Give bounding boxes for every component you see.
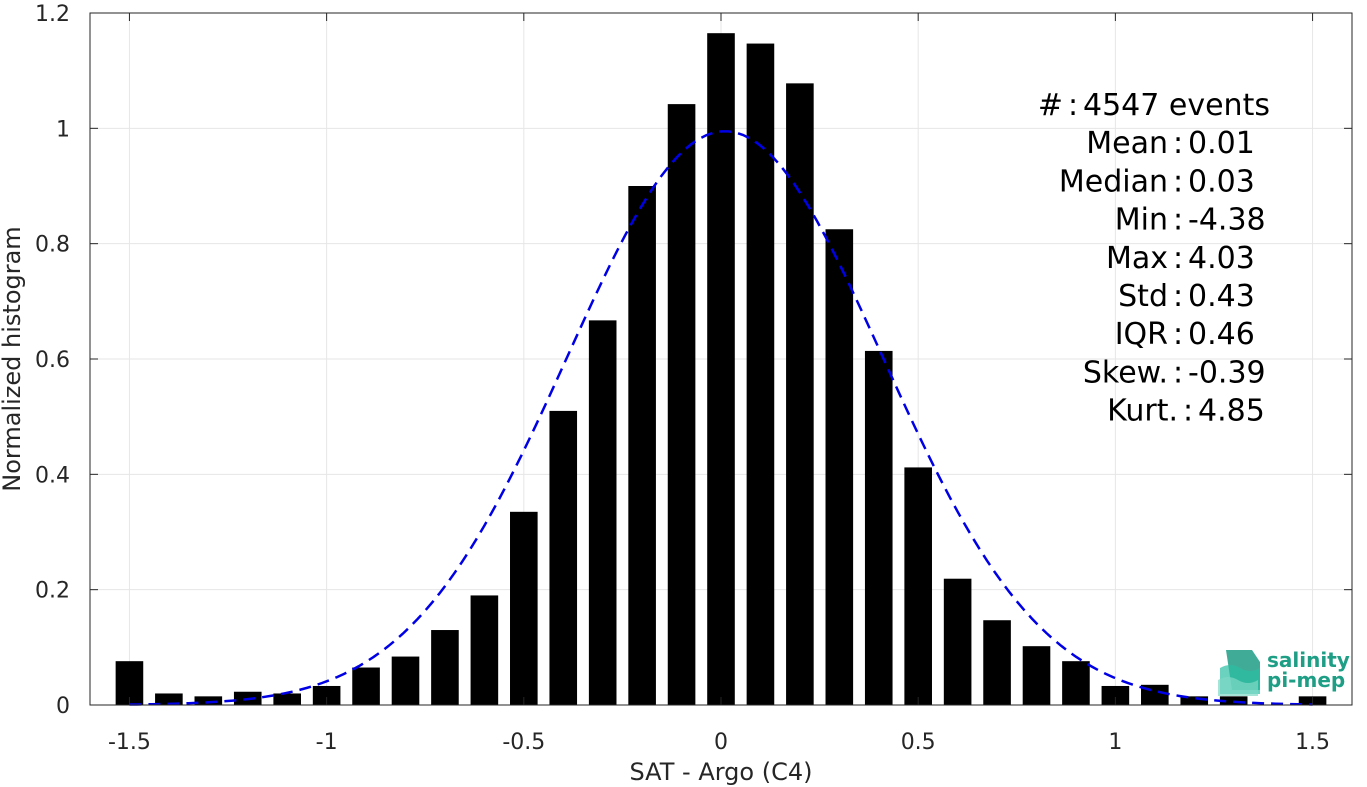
stat-label: Median [1059, 164, 1168, 199]
x-tick-label: 1 [1108, 730, 1122, 755]
waves-icon [1218, 650, 1260, 696]
stat-label: Mean [1086, 126, 1168, 161]
stat-value: 4547 events [1083, 88, 1270, 123]
y-tick-label: 0.4 [35, 463, 70, 488]
histogram-bar [155, 693, 183, 705]
x-tick-label: -1 [316, 730, 338, 755]
stat-value: 4.03 [1188, 241, 1255, 276]
x-tick-label: -0.5 [502, 730, 545, 755]
x-tick-labels: -1.5 -1 -0.5 0 0.5 1 1.5 [108, 730, 1330, 755]
stat-label: # [1038, 88, 1063, 123]
salinity-pi-mep-logo: salinity pi-mep [1218, 648, 1350, 696]
histogram-bar [352, 667, 380, 705]
stat-value: 0.03 [1188, 164, 1255, 199]
stat-colon: : [1173, 203, 1183, 238]
histogram-bar [983, 620, 1011, 705]
stat-label: Max [1106, 241, 1168, 276]
histogram-bars [115, 33, 1327, 705]
stat-colon: : [1173, 241, 1183, 276]
histogram-bar [1101, 685, 1130, 705]
histogram-bar [864, 350, 893, 705]
logo-line2: pi-mep [1267, 668, 1345, 692]
histogram-bar [549, 410, 578, 705]
histogram-bar [510, 511, 538, 705]
stat-value: -0.39 [1188, 355, 1266, 390]
stat-label: Kurt. [1107, 394, 1178, 429]
histogram-bar [786, 83, 814, 705]
histogram-bar [312, 685, 341, 705]
stat-value: 0.01 [1188, 126, 1255, 161]
x-tick-label: 1.5 [1295, 730, 1330, 755]
y-tick-label: 0.8 [35, 233, 70, 258]
histogram-bar [194, 696, 223, 705]
axis-ticks [90, 12, 1352, 706]
histogram-bar [588, 320, 617, 705]
x-axis-label: SAT - Argo (C4) [630, 758, 813, 786]
histogram-bar [904, 467, 932, 705]
histogram-bar [1022, 646, 1051, 705]
y-tick-label: 1 [56, 117, 70, 142]
histogram-bar [746, 43, 775, 705]
histogram-bar [707, 33, 735, 705]
stat-value: -4.38 [1188, 203, 1266, 238]
histogram-bar [273, 693, 301, 705]
histogram-bar [667, 104, 696, 705]
histogram-bar [391, 656, 420, 705]
histogram-bar [470, 595, 499, 705]
histogram-bar [1180, 696, 1209, 705]
x-tick-label: -1.5 [108, 730, 151, 755]
stat-label: IQR [1115, 317, 1168, 352]
stat-colon: : [1173, 317, 1183, 352]
stat-value: 4.85 [1198, 394, 1265, 429]
histogram-bar [943, 578, 972, 705]
logo-line1: salinity [1267, 648, 1350, 672]
stat-label: Min [1115, 203, 1168, 238]
stat-value: 0.46 [1188, 317, 1255, 352]
y-tick-label: 0.6 [35, 348, 70, 373]
stat-colon: : [1068, 88, 1078, 123]
histogram-bar [431, 630, 459, 705]
stat-colon: : [1173, 164, 1183, 199]
stat-value: 0.43 [1188, 279, 1255, 314]
x-tick-label: 0.5 [901, 730, 936, 755]
gaussian-fit-curve [129, 130, 1313, 706]
stat-label: Std [1118, 279, 1168, 314]
x-tick-label: 0 [714, 730, 728, 755]
histogram-bar [825, 229, 854, 705]
stat-colon: : [1173, 279, 1183, 314]
stat-colon: : [1173, 126, 1183, 161]
stat-colon: : [1183, 394, 1193, 429]
y-tick-label: 0 [56, 694, 70, 719]
histogram-bar [628, 186, 656, 705]
y-tick-labels: 0 0.2 0.4 0.6 0.8 1 1.2 [35, 2, 70, 719]
y-tick-label: 0.2 [35, 579, 70, 604]
stat-colon: : [1173, 355, 1183, 390]
y-tick-label: 1.2 [35, 2, 70, 27]
stat-label: Skew. [1083, 355, 1168, 390]
y-axis-label: Normalized histogram [0, 226, 26, 491]
histogram-bar [1062, 661, 1090, 705]
